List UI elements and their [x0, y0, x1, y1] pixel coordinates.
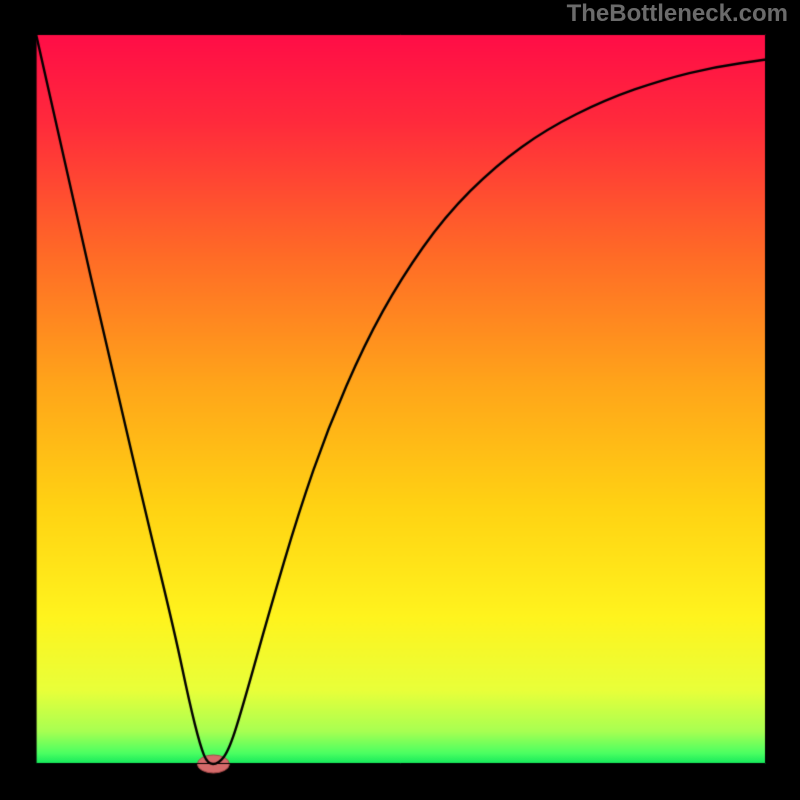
chart-stage: TheBottleneck.com	[0, 0, 800, 800]
chart-canvas	[0, 0, 800, 800]
